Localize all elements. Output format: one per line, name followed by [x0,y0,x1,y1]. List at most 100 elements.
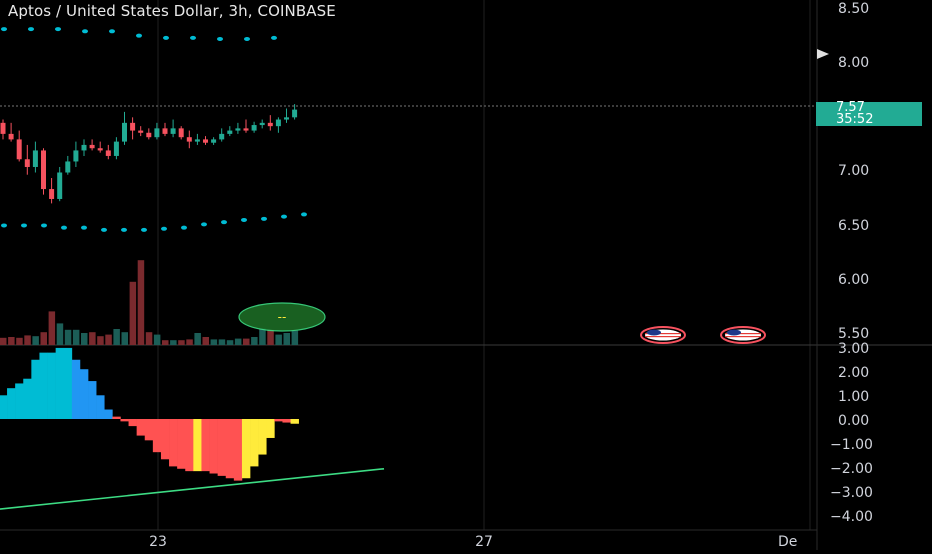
volume-bar [243,338,250,345]
us-flag-icon[interactable] [640,326,686,344]
oscillator-bar [201,419,210,472]
oscillator-bar [88,381,97,419]
indicator-badge[interactable] [238,302,326,332]
candle-body [16,139,22,160]
candle-body [227,130,233,134]
candle-body [275,119,281,127]
price-tick: 6.00 [838,272,869,288]
volume-bar [8,337,15,345]
oscillator-bar [152,419,162,453]
volume-bar [48,311,56,345]
chart-title[interactable]: Aptos / United States Dollar, 3h, COINBA… [8,2,336,20]
candle-body [32,150,38,167]
candle-body [113,141,119,156]
lower-band-dot [41,223,47,228]
lower-band-dot [21,223,27,228]
oscillator-bar [274,419,283,422]
volume-bar [121,332,128,345]
candle-body [89,144,95,149]
current-price-badge[interactable]: 7.57 35:52 [816,101,922,126]
upper-band-dot [28,27,34,32]
candle-body [97,148,103,151]
oscillator-bar [169,419,178,467]
upper-band-dot [163,35,169,40]
volume-bar [267,329,274,345]
oscillator-bar [250,419,259,467]
oscillator-scale[interactable]: 3.00 2.00 1.00 0.00 −1.00 −2.00 −3.00 −4… [830,341,873,525]
upper-band-dot [271,35,277,40]
lower-band-dot [121,227,127,232]
upper-band-dot [55,27,61,32]
volume-bar [56,323,64,345]
us-flag-icon[interactable] [720,326,766,344]
candle-body [235,128,241,131]
candle-body [203,139,208,143]
candle-body [170,128,176,134]
oscillator-histogram [0,347,299,481]
volume-bar [97,336,104,345]
price-label-arrow-icon[interactable] [817,49,829,59]
candle-body [284,117,289,120]
oscillator-bar [79,369,89,419]
oscillator-bar [120,419,129,422]
price-tick: 5.50 [838,326,869,342]
volume-bar [218,339,226,345]
volume-bar [40,332,47,345]
indicator-badge-text: -- [278,310,287,324]
upper-band-dot [217,36,223,41]
oscillator-bar [185,419,194,472]
upper-band-dot [82,29,88,34]
volume-bar [145,332,153,345]
volume-bar [275,334,282,345]
price-tick: 8.50 [838,1,869,17]
volume-bar [16,337,23,345]
volume-bar [72,329,80,345]
osc-tick: −4.00 [830,509,873,525]
oscillator-bar [55,347,65,419]
oscillator-bar [31,359,40,419]
oscillator-bar [282,419,291,423]
volume-bar [283,333,290,345]
candlesticks[interactable] [0,104,298,204]
candle-body [73,150,79,162]
oscillator-bar [39,352,48,419]
trendline[interactable] [0,467,385,510]
candle-body [146,132,152,138]
candle-body [243,128,249,131]
price-scale[interactable]: 8.50 8.00 7.00 6.50 6.00 5.50 [838,1,869,342]
oscillator-bar [63,347,73,419]
volume-bar [81,333,88,345]
candle-body [251,125,257,131]
volume-bar [291,330,299,345]
candle-body [292,109,298,118]
candle-body [41,150,46,190]
volume-bar [226,340,234,345]
lower-band-dot [161,226,167,231]
volume-bar [24,335,31,345]
time-tick: 23 [149,534,167,550]
upper-band-dot [109,29,115,34]
indicator-dots [1,27,307,232]
upper-band-dot [1,27,7,32]
volume-bar [162,340,169,345]
lower-band-dot [221,220,227,225]
candle-body [154,128,160,138]
oscillator-bar [241,419,251,479]
time-axis[interactable]: 23 27 De [149,534,797,550]
candle-body [178,128,184,138]
oscillator-bar [160,419,170,460]
lower-band-dot [1,223,7,228]
oscillator-bar [112,416,121,419]
candle-body [57,172,63,199]
volume-bar [105,334,112,345]
osc-tick: 1.00 [838,389,869,405]
candle-body [105,150,111,156]
oscillator-bar [266,419,275,438]
volume-bar [0,337,7,345]
candle-body [219,133,225,140]
oscillator-bar [177,419,186,469]
time-tick: De [778,534,797,550]
lower-band-dot [261,216,267,221]
